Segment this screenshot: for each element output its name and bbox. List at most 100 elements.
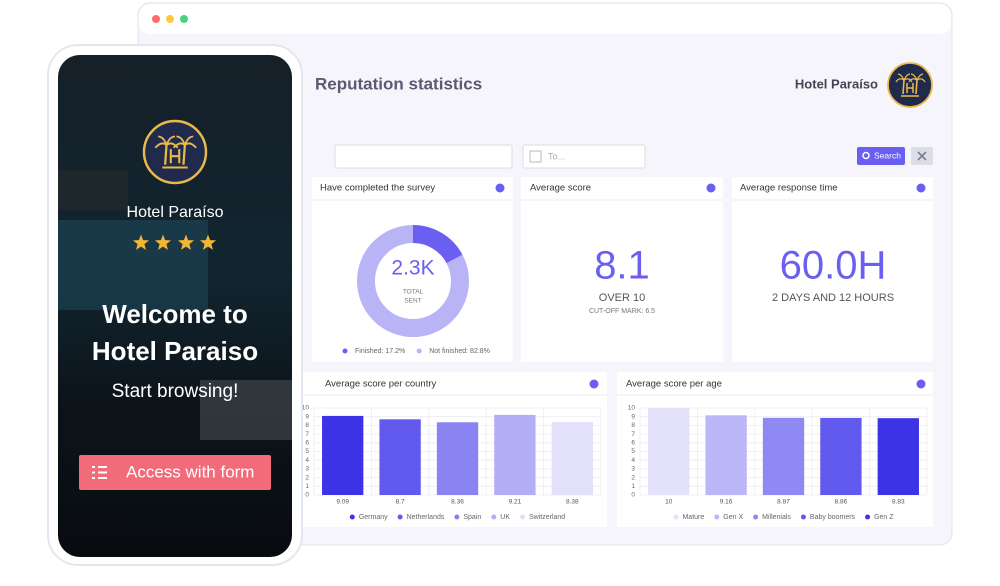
title-bar xyxy=(139,4,951,34)
card-title: Average score xyxy=(530,183,591,194)
bar xyxy=(322,415,364,495)
palm xyxy=(182,144,186,165)
help-icon xyxy=(706,183,716,193)
donut-segment xyxy=(357,225,469,337)
value-label: 8.7 xyxy=(396,499,405,506)
y-tick-label: 2 xyxy=(305,474,309,481)
clear-icon xyxy=(917,151,927,161)
y-tick-label: 9 xyxy=(305,413,309,420)
bar xyxy=(551,422,593,495)
y-tick-label: 3 xyxy=(305,466,309,473)
star xyxy=(154,234,172,250)
help-icon xyxy=(916,379,926,389)
welcome: Welcome to xyxy=(102,299,247,329)
value-label: 10 xyxy=(665,499,673,506)
value-label: 8.36 xyxy=(451,499,464,506)
pool xyxy=(58,220,208,310)
bar xyxy=(436,422,479,495)
legend-dot xyxy=(416,348,422,354)
legend-label: UK xyxy=(500,514,510,521)
value-label: 8.83 xyxy=(892,499,905,506)
y-tick-label: 0 xyxy=(631,492,635,499)
y-tick-label: 1 xyxy=(631,483,635,490)
hotel-name: Hotel Paraíso xyxy=(795,76,878,91)
dashboard-charts: 2.3K TOTAL SENT Finished: 17.2% Not finished… xyxy=(302,225,928,521)
palm-leaves xyxy=(172,135,197,149)
bar xyxy=(762,417,805,495)
bar xyxy=(820,417,862,495)
legend-label: Spain xyxy=(463,514,481,521)
kpi-sub: 2 DAYS AND 12 HOURS xyxy=(772,292,894,304)
logo-h xyxy=(162,149,188,169)
y-tick-label: 0 xyxy=(305,492,309,499)
y-tick-label: 1 xyxy=(305,483,309,490)
bar xyxy=(494,414,536,495)
legend-label: Baby boomers xyxy=(810,514,856,521)
search-button[interactable] xyxy=(857,147,905,165)
cushion xyxy=(200,380,292,440)
stars xyxy=(132,234,217,250)
palm xyxy=(915,79,918,95)
legend-label: Not finished: 82.8% xyxy=(429,348,490,355)
palm-leaves xyxy=(895,73,913,83)
y-tick-label: 4 xyxy=(305,457,309,464)
card-title: Average response time xyxy=(740,183,838,194)
card xyxy=(732,177,933,362)
bar xyxy=(379,419,421,495)
page-title: Reputation statistics xyxy=(315,74,482,93)
card-title: Average score per country xyxy=(325,379,436,390)
phone-hotel: Hotel Paraíso xyxy=(127,204,224,221)
legend-dot xyxy=(397,514,403,520)
logo xyxy=(142,119,208,185)
access-button[interactable] xyxy=(79,455,271,490)
legend-label: Mature xyxy=(682,514,704,521)
legend-label: Gen X xyxy=(723,514,743,521)
y-tick-label: 4 xyxy=(631,457,635,464)
legend-label: Gen Z xyxy=(874,514,894,521)
logo-circle xyxy=(887,62,933,108)
value-label: 8.86 xyxy=(835,499,848,506)
legend-dot xyxy=(673,514,679,520)
dot xyxy=(152,15,160,23)
y-tick-label: 5 xyxy=(305,448,309,455)
y-tick-label: 3 xyxy=(631,466,635,473)
star xyxy=(177,234,195,250)
date-placeholder: To... xyxy=(548,151,565,161)
legend-dot xyxy=(454,514,460,520)
y-tick-label: 10 xyxy=(302,405,310,412)
kpi-sub: OVER 10 xyxy=(599,292,645,304)
search-label: Search xyxy=(874,150,901,160)
legend-dot xyxy=(520,514,525,520)
card-title: Have completed the survey xyxy=(320,183,435,194)
search-input[interactable] xyxy=(334,144,513,169)
legend-dot xyxy=(491,514,497,520)
legend-dot xyxy=(865,514,871,520)
access-label: Access with form xyxy=(126,462,254,481)
palm-leaves xyxy=(908,73,926,83)
bar xyxy=(648,408,690,495)
legend-dot xyxy=(753,514,759,520)
welcome: Hotel Paraiso xyxy=(92,336,258,366)
date-input[interactable] xyxy=(522,144,646,169)
card xyxy=(521,177,723,362)
dot xyxy=(180,15,188,23)
legend-label: Switzerland xyxy=(529,514,565,521)
palm xyxy=(902,79,905,95)
bar xyxy=(705,415,747,495)
legend-label: Netherlands xyxy=(407,514,445,521)
legend-dot xyxy=(714,514,720,520)
legend-label: Germany xyxy=(359,514,388,521)
star xyxy=(132,234,150,250)
calendar-icon xyxy=(529,150,542,163)
palm xyxy=(164,144,168,165)
legend-label: Millenials xyxy=(762,514,791,521)
donut-value: 2.3K xyxy=(391,257,434,280)
cta-text: Start browsing! xyxy=(112,381,239,402)
y-tick-label: 10 xyxy=(628,405,636,412)
kpi-note: CUT-OFF MARK: 6.5 xyxy=(589,308,655,315)
y-tick-label: 9 xyxy=(631,413,635,420)
kpi-value: 60.0H xyxy=(780,244,887,288)
card-title: Average score per age xyxy=(626,379,722,390)
